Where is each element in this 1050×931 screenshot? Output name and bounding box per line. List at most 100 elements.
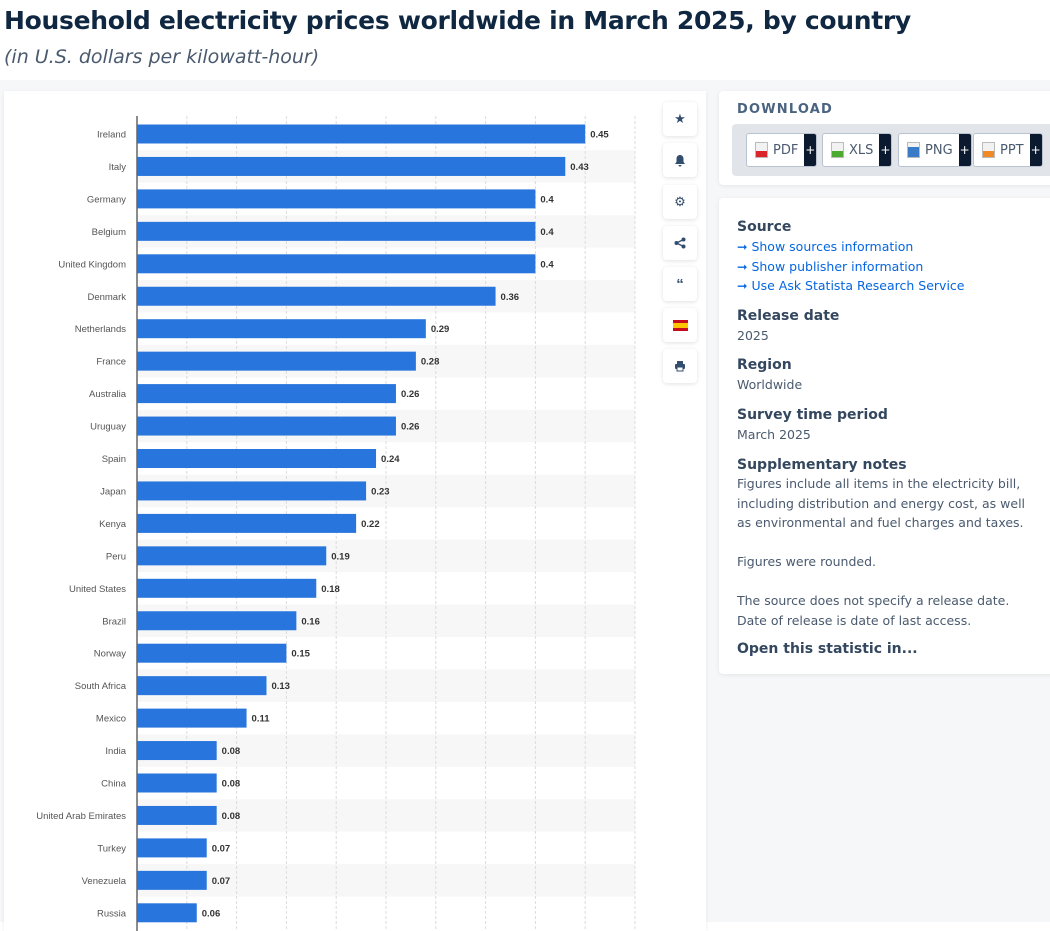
data-label: 0.08 (222, 779, 241, 790)
print-button[interactable] (663, 349, 697, 383)
bar (137, 189, 536, 209)
ppt-file-icon (982, 142, 995, 158)
data-label: 0.26 (401, 389, 420, 400)
download-pdf-button[interactable]: PDF + (746, 133, 818, 167)
data-label: 0.16 (301, 616, 320, 627)
data-label: 0.4 (540, 227, 554, 238)
share-button[interactable] (663, 226, 697, 260)
gear-icon: ⚙ (674, 194, 686, 209)
pdf-file-icon (755, 142, 768, 158)
bar (137, 773, 217, 793)
cite-button[interactable]: “ (663, 267, 697, 301)
settings-button[interactable]: ⚙ (663, 185, 697, 219)
bar (137, 124, 586, 144)
bar (137, 741, 217, 761)
release-heading: Release date (737, 308, 840, 324)
category-label: Peru (106, 551, 126, 562)
data-label: 0.43 (570, 162, 589, 173)
plus-icon: + (879, 134, 892, 166)
category-label: Ireland (97, 130, 126, 141)
data-label: 0.28 (421, 357, 440, 368)
show-sources-link[interactable]: ➞ Show sources information (737, 239, 914, 254)
png-label: PNG (925, 142, 953, 158)
bar (137, 513, 357, 533)
data-label: 0.45 (590, 130, 609, 141)
data-label: 0.08 (222, 746, 241, 757)
bar (137, 676, 267, 696)
flag-icon (672, 319, 688, 331)
data-label: 0.08 (222, 811, 241, 822)
period-value: March 2025 (737, 427, 811, 442)
download-png-button[interactable]: PNG + (898, 133, 972, 167)
data-label: 0.06 (202, 908, 221, 919)
open-statistic-link[interactable]: Open this statistic in... (737, 641, 918, 657)
xls-file-icon (831, 142, 844, 158)
category-label: South Africa (75, 681, 127, 692)
region-value: Worldwide (737, 377, 803, 392)
category-label: Uruguay (90, 422, 126, 433)
region-heading: Region (737, 357, 792, 373)
ask-statista-link[interactable]: ➞ Use Ask Statista Research Service (737, 278, 965, 293)
category-label: Turkey (97, 843, 126, 854)
category-label: United States (69, 584, 126, 595)
category-label: Australia (89, 389, 127, 400)
category-label: United Arab Emirates (36, 811, 126, 822)
bar (137, 578, 317, 598)
print-icon (675, 361, 685, 372)
category-label: France (96, 357, 126, 368)
bar (137, 805, 217, 825)
download-ppt-button[interactable]: PPT + (973, 133, 1043, 167)
category-label: Venezuela (82, 876, 127, 887)
release-value: 2025 (737, 328, 769, 343)
bar-chart: Ireland 0.45 Italy 0.43 Germany 0.4 Belgium 0.4… (36, 116, 636, 931)
bar (137, 351, 416, 371)
bar (137, 708, 247, 728)
category-label: Japan (100, 486, 126, 497)
data-label: 0.29 (431, 324, 450, 335)
data-label: 0.22 (361, 519, 380, 530)
category-label: China (101, 779, 127, 790)
data-label: 0.4 (540, 194, 554, 205)
category-label: Denmark (87, 292, 126, 303)
data-label: 0.24 (381, 454, 400, 465)
show-publisher-link[interactable]: ➞ Show publisher information (737, 259, 924, 274)
data-label: 0.23 (371, 486, 390, 497)
data-label: 0.19 (331, 551, 350, 562)
quote-icon: “ (676, 275, 684, 293)
category-label: Netherlands (75, 324, 126, 335)
category-label: Norway (94, 649, 126, 660)
data-label: 0.15 (291, 649, 310, 660)
bar (137, 319, 426, 339)
bell-icon (675, 154, 685, 166)
language-button[interactable] (663, 308, 697, 342)
category-label: Mexico (96, 714, 126, 725)
bar (137, 384, 396, 404)
link-label: Show publisher information (751, 259, 924, 274)
notes-heading: Supplementary notes (737, 457, 907, 473)
link-label: Use Ask Statista Research Service (751, 278, 965, 293)
data-label: 0.11 (252, 714, 271, 725)
chart-card: Ireland 0.45 Italy 0.43 Germany 0.4 Belgium 0.4… (4, 91, 706, 931)
plus-icon: + (1029, 134, 1042, 166)
pdf-label: PDF (773, 142, 799, 158)
bar (137, 254, 536, 274)
data-label: 0.36 (501, 292, 520, 303)
category-label: Brazil (102, 616, 126, 627)
favorite-button[interactable]: ★ (663, 102, 697, 136)
plus-icon: + (804, 134, 817, 166)
ppt-label: PPT (1000, 142, 1024, 158)
bar (137, 611, 297, 631)
page-subtitle: (in U.S. dollars per kilowatt-hour) (4, 46, 320, 68)
share-icon (674, 237, 686, 249)
bar (137, 481, 367, 501)
plus-icon: + (958, 134, 971, 166)
download-xls-button[interactable]: XLS + (822, 133, 893, 167)
download-card: DOWNLOAD PDF + XLS + PNG + PPT + (719, 91, 1050, 185)
link-label: Show sources information (751, 239, 914, 254)
data-label: 0.4 (540, 259, 554, 270)
source-heading: Source (737, 219, 792, 235)
bar (137, 221, 536, 241)
xls-label: XLS (849, 142, 874, 158)
notification-button[interactable] (663, 143, 697, 177)
data-label: 0.07 (212, 876, 231, 887)
